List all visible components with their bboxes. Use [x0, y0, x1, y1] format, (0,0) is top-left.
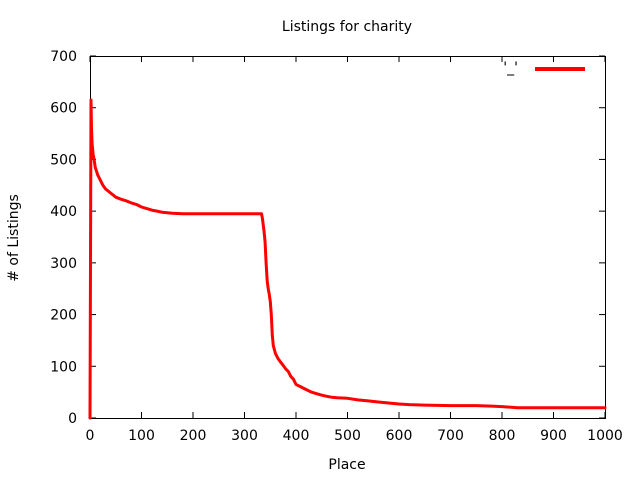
- y-tick-label-7: 700: [50, 49, 77, 65]
- y-tick-label-0: 0: [68, 411, 77, 427]
- y-tick-label-3: 300: [50, 256, 77, 272]
- series-line: [88, 98, 607, 420]
- x-tick-label-4: 400: [283, 428, 310, 444]
- y-tick-label-5: 500: [50, 152, 77, 168]
- x-tick-label-1: 100: [128, 428, 155, 444]
- x-tick-label-7: 700: [437, 428, 464, 444]
- tick-labels: 0 100 200 300 400 500 600 700 800 900 1000 0 100 200 3…: [50, 49, 623, 444]
- x-axis-label: Place: [328, 457, 365, 473]
- chart-title: Listings for charity: [282, 19, 412, 35]
- x-tick-label-10: 1000: [587, 428, 623, 444]
- x-tick-label-5: 500: [334, 428, 361, 444]
- legend-label: '_': [503, 60, 518, 76]
- y-tick-label-2: 200: [50, 308, 77, 324]
- plot-frame: [90, 56, 606, 419]
- x-tick-label-0: 0: [86, 428, 95, 444]
- legend: '_': [503, 60, 585, 76]
- x-tick-label-3: 300: [231, 428, 258, 444]
- y-tick-label-4: 400: [50, 204, 77, 220]
- x-tick-label-2: 200: [180, 428, 207, 444]
- y-tick-label-6: 600: [50, 101, 77, 117]
- x-tick-label-6: 600: [386, 428, 413, 444]
- x-tick-label-9: 900: [540, 428, 567, 444]
- y-axis-label: # of Listings: [6, 194, 22, 282]
- axis-ticks: [89, 55, 606, 419]
- y-tick-label-1: 100: [50, 359, 77, 375]
- x-tick-label-8: 800: [489, 428, 516, 444]
